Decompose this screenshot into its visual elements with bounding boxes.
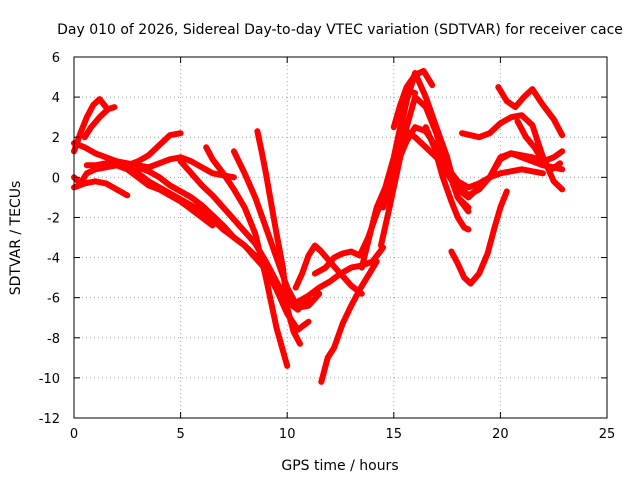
x-tick-label: 10 [279,427,296,442]
y-tick-label: -10 [39,372,60,387]
series-arc-4 [83,154,237,181]
series-arc-8 [113,158,312,333]
grid [74,57,607,418]
plot-frame [73,56,608,419]
axis-ticks [73,56,608,419]
series-arc-2 [81,104,118,141]
x-tick-label: 5 [176,427,184,442]
y-tick-labels: -12 -10 -8 -6 -4 -2 0 2 4 6 [39,51,60,427]
series-arc-14 [294,244,387,305]
y-axis-label: SDTVAR / TECUs [8,181,24,296]
x-tick-label: 25 [599,427,616,442]
y-tick-label: -6 [47,292,60,307]
series-arc-10 [203,144,291,369]
series-arc-20 [390,68,436,131]
y-tick-label: -12 [39,412,60,427]
y-tick-label: -8 [47,332,60,347]
y-tick-label: 4 [52,91,60,106]
series-arc-15 [318,258,380,385]
series-arc-11 [230,148,323,311]
x-axis-label: GPS time / hours [281,458,398,474]
x-tick-label: 15 [386,427,403,442]
x-tick-labels: 0 5 10 15 20 25 [70,427,615,442]
series-arc-22 [422,124,472,233]
series-arc-27 [514,118,564,173]
chart-title: Day 010 of 2026, Sidereal Day-to-day VTE… [57,22,623,38]
series-arc-26 [495,84,566,139]
y-tick-label: 0 [52,171,60,186]
series-arc-21 [395,128,566,191]
x-tick-label: 20 [492,427,509,442]
y-tick-label: -4 [47,252,60,267]
series-arc-13 [292,242,365,297]
y-tick-label: -2 [47,211,60,226]
y-tick-label: 6 [52,51,60,66]
y-tick-label: 2 [52,131,60,146]
x-tick-label: 0 [70,427,78,442]
series-arc-12 [254,128,303,347]
data-series [71,68,566,385]
series-arc-19 [380,124,546,211]
series-arc-23 [448,188,510,287]
series-arc-1 [71,96,109,155]
